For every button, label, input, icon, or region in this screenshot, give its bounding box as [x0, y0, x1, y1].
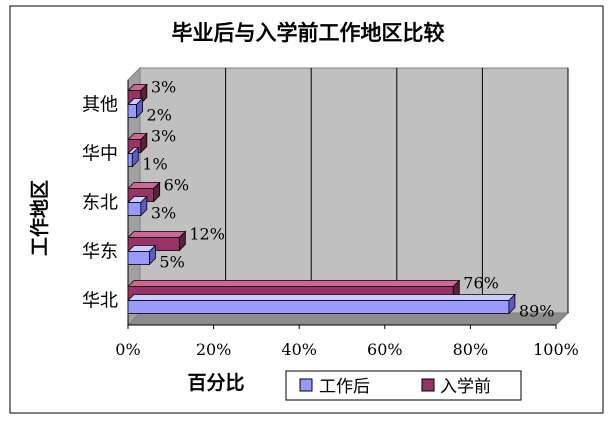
floor	[126, 312, 570, 326]
x-tick-label: 20%	[196, 340, 232, 359]
legend-label-工作后: 工作后	[319, 377, 370, 397]
x-tick-label: 80%	[453, 340, 489, 359]
data-label: 2%	[147, 106, 172, 125]
data-label: 6%	[164, 176, 189, 195]
x-tick-label: 100%	[533, 340, 579, 359]
data-label: 3%	[151, 204, 176, 223]
bar-side	[508, 293, 516, 315]
gridlines	[127, 68, 569, 326]
category-label: 华东	[82, 242, 118, 263]
chart-title: 毕业后与入学前工作地区比较	[172, 20, 445, 45]
bars	[127, 83, 516, 315]
category-label: 华中	[82, 144, 118, 165]
bar	[127, 300, 510, 314]
x-tick-label: 0%	[115, 340, 140, 359]
bar	[127, 153, 133, 167]
y-axis-label: 工作地区	[28, 180, 51, 256]
back-wall	[139, 67, 569, 314]
x-tick-label: 60%	[367, 340, 403, 359]
data-label: 3%	[151, 78, 176, 97]
bar-side	[136, 97, 143, 119]
x-tick-label: 40%	[281, 340, 317, 359]
x-axis-label: 百分比	[187, 372, 244, 394]
legend: 工作后 入学前	[285, 370, 522, 401]
bar	[127, 202, 142, 216]
bar	[127, 251, 150, 265]
bar-top	[127, 280, 461, 287]
x-tick-labels: 0% 20% 40% 60% 80% 100%	[115, 325, 579, 359]
bar	[127, 104, 137, 118]
data-label: 1%	[142, 155, 167, 174]
bar-side	[140, 132, 148, 154]
data-label: 89%	[519, 302, 555, 321]
bar-side	[131, 146, 139, 168]
bar-top	[127, 231, 187, 238]
category-label: 其他	[82, 95, 118, 116]
data-label: 5%	[159, 253, 184, 272]
legend-swatch-工作后	[299, 378, 313, 392]
value-labels: 3% 2% 3% 1% 6% 3% 12% 5% 76% 89%	[142, 78, 554, 321]
bar-side	[140, 195, 148, 217]
bar-side	[178, 230, 186, 252]
data-label: 76%	[463, 274, 499, 293]
legend-label-入学前: 入学前	[440, 377, 491, 397]
category-label: 华北	[82, 291, 118, 312]
data-label: 12%	[189, 225, 225, 244]
bar-top	[127, 294, 516, 301]
legend-swatch-入学前	[421, 378, 435, 392]
bar-side	[153, 181, 161, 203]
data-label: 3%	[151, 127, 176, 146]
bar-side	[148, 244, 156, 266]
legend-box	[285, 370, 522, 401]
category-label: 东北	[82, 193, 118, 214]
